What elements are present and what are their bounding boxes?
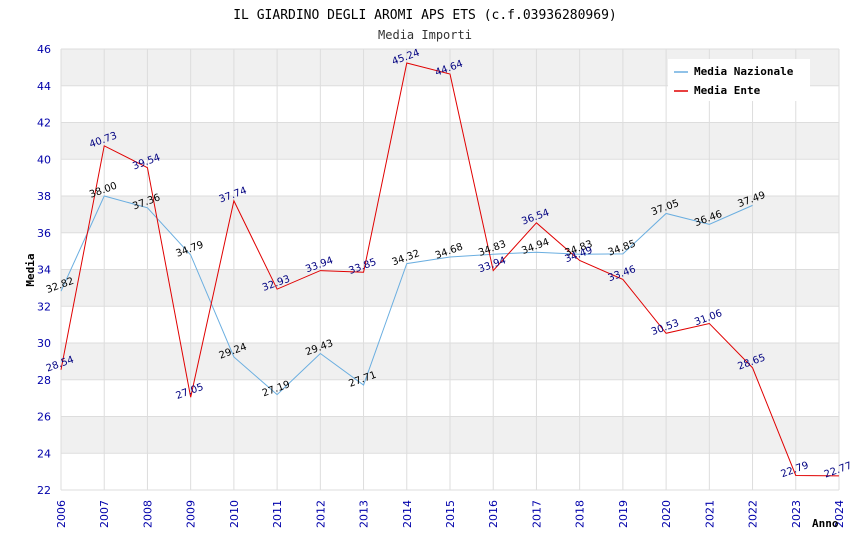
series-lines [60,62,840,477]
series-line-1 [60,62,840,477]
x-tick-label: 2019 [617,500,630,528]
legend-label-nazionale: Media Nazionale [694,65,794,78]
x-tick-label: 2006 [55,500,68,528]
y-tick-label: 22 [37,484,51,497]
x-tick-label: 2010 [228,500,241,528]
x-axis-label: Anno [812,517,839,530]
legend-box [668,59,810,101]
chart-title: IL GIARDINO DEGLI AROMI APS ETS (c.f.039… [233,8,617,23]
x-tick-label: 2011 [271,500,284,528]
y-tick-label: 38 [37,190,51,203]
series-line-0 [60,195,753,396]
x-axis-ticks: 2006 2007 2008 2009 2010 2011 2012 2013 2014 2015… [55,500,846,528]
x-tick-label: 2014 [401,500,414,528]
y-tick-label: 34 [37,264,51,277]
y-tick-label: 30 [37,337,51,350]
x-tick-label: 2009 [185,500,198,528]
legend-label-ente: Media Ente [694,84,761,97]
x-tick-label: 2012 [314,500,327,528]
x-tick-label: 2022 [747,500,760,528]
y-tick-label: 40 [37,153,51,166]
x-tick-label: 2017 [530,500,543,528]
x-tick-label: 2020 [660,500,673,528]
x-tick-label: 2023 [790,500,803,528]
x-tick-label: 2008 [141,500,154,528]
y-tick-label: 44 [37,80,51,93]
x-tick-label: 2024 [833,500,846,528]
y-tick-label: 42 [37,117,51,130]
x-tick-label: 2013 [358,500,371,528]
y-tick-label: 36 [37,227,51,240]
grid-bands [60,48,840,491]
x-tick-label: 2021 [703,500,716,528]
x-tick-label: 2016 [487,500,500,528]
y-tick-label: 46 [37,43,51,56]
y-axis-ticks: 22 24 26 28 30 32 34 36 38 40 42 44 46 [37,43,51,497]
x-tick-label: 2007 [98,500,111,528]
y-tick-label: 28 [37,374,51,387]
y-tick-label: 26 [37,411,51,424]
chart-subtitle: Media Importi [378,28,472,42]
x-tick-label: 2015 [444,500,457,528]
y-tick-label: 24 [37,447,51,460]
x-tick-label: 2018 [574,500,587,528]
y-axis-label: Media [24,253,37,286]
legend: Media Nazionale Media Ente [668,59,810,101]
y-tick-label: 32 [37,300,51,313]
